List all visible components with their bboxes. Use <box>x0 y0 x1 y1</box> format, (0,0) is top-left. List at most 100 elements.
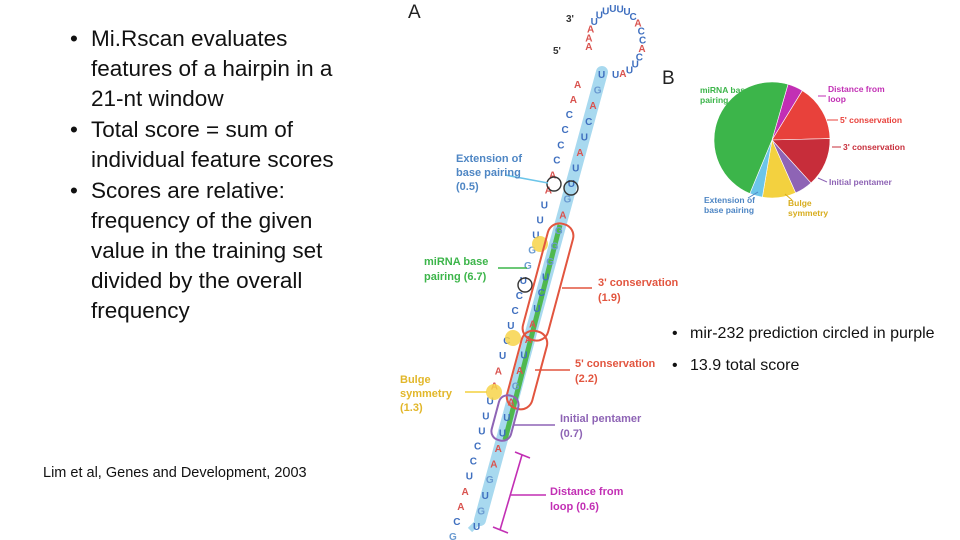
stem-right-nucleotide: A <box>576 148 583 159</box>
stem-right-nucleotide: C <box>585 117 592 128</box>
stem-right-nucleotide: U <box>473 522 480 533</box>
stem-left-nucleotide: A <box>570 95 577 106</box>
stem-left-nucleotide: C <box>474 442 481 453</box>
five-conservation-label: 5' conservation (2.2) <box>575 358 656 385</box>
loop-nucleotide: U <box>596 11 603 22</box>
stem-right-nucleotide: A <box>508 397 515 408</box>
main-bullet-list: Mi.Rscan evaluates features of a hairpin… <box>70 24 370 327</box>
svg-text:(2.2): (2.2) <box>575 373 598 385</box>
pie-slice-five-cons <box>771 90 831 141</box>
svg-text:(0.7): (0.7) <box>560 428 583 440</box>
three-conservation-outline <box>521 222 575 342</box>
stem-left-nucleotide: C <box>557 140 564 151</box>
loop-nucleotide: A <box>634 19 641 30</box>
loop-nucleotide: A <box>638 44 645 55</box>
initial-pentamer-label: Initial pentamer (0.7) <box>560 413 642 440</box>
stem-left-nucleotide: A <box>495 366 502 377</box>
bulge-highlight <box>486 384 502 400</box>
stem-pairing-green <box>502 224 563 441</box>
stem-left-strand: AACCCCAAUUUGGUCCUCUAAUUUCCUAACG <box>449 80 581 540</box>
bulge-symmetry-label: Bulge symmetry (1.3) <box>400 374 453 414</box>
svg-text:(1.9): (1.9) <box>598 292 621 304</box>
stem-right-nucleotide: U <box>572 164 579 175</box>
stem-right-nucleotide: G <box>564 195 572 206</box>
stem-left-nucleotide: A <box>545 186 552 197</box>
extension-label: Extension of base pairing (0.5) <box>456 153 522 193</box>
stem-left-nucleotide: G <box>524 261 532 272</box>
loop-nucleotide: U <box>591 17 598 28</box>
svg-text:symmetry: symmetry <box>400 388 453 400</box>
extension-circle <box>517 277 533 293</box>
stem-left-nucleotide: U <box>532 231 539 242</box>
stem-left-nucleotide: U <box>487 396 494 407</box>
stem-left-nucleotide: A <box>462 487 469 498</box>
end-3-label: 3' <box>566 14 574 25</box>
stem-left-nucleotide: U <box>478 427 485 438</box>
stem-right-nucleotide: A <box>490 460 497 471</box>
end-5-label: 5' <box>553 46 561 57</box>
extension-circle <box>546 176 562 192</box>
mirna-pairing-label: miRNA base pairing (6.7) <box>424 256 488 283</box>
svg-text:miRNA base: miRNA base <box>424 256 488 268</box>
pie-label-distance: loop <box>828 94 846 104</box>
loop-nucleotide: C <box>639 35 646 46</box>
pie-label-five-cons: 5' conservation <box>840 115 902 125</box>
bullet-item: mir-232 prediction circled in purple <box>672 323 942 344</box>
extension-connector <box>504 174 549 184</box>
stem-right-nucleotide: U <box>598 70 605 81</box>
pie-label-mirna: pairing <box>700 95 728 105</box>
stem-right-nucleotide: U <box>482 491 489 502</box>
panel-a-label: A <box>408 2 421 23</box>
pie-labels: miRNA base pairing Distance from loop 5'… <box>700 84 905 218</box>
loop-nucleotide: C <box>638 27 645 38</box>
svg-text:pairing (6.7): pairing (6.7) <box>424 271 487 283</box>
svg-text:loop (0.6): loop (0.6) <box>550 501 599 513</box>
stem-left-nucleotide: A <box>549 170 556 181</box>
distance-loop-label: Distance from loop (0.6) <box>550 486 624 513</box>
svg-text:5' conservation: 5' conservation <box>575 358 656 370</box>
citation: Lim et al, Genes and Development, 2003 <box>43 465 307 481</box>
stem-right-nucleotide: C <box>538 288 545 299</box>
pie-label-three-cons: 3' conservation <box>843 142 905 152</box>
stem-right-nucleotide: G <box>512 382 520 393</box>
loop-nucleotide: U <box>626 65 633 76</box>
distance-bracket <box>492 451 546 534</box>
pie-label-extension: Extension of <box>704 195 755 205</box>
loop-nucleotide: U <box>632 60 639 71</box>
stem-left-nucleotide: C <box>453 517 460 528</box>
stem-tip <box>467 517 483 533</box>
loop-nucleotide: C <box>630 12 637 23</box>
svg-text:base pairing: base pairing <box>456 167 521 179</box>
pie-label-extension: base pairing <box>704 205 754 215</box>
svg-text:Extension of: Extension of <box>456 153 522 165</box>
loop-nucleotide: A <box>585 42 592 53</box>
stem-left-nucleotide: U <box>482 412 489 423</box>
stem-right-nucleotide: U <box>499 429 506 440</box>
stem-right-nucleotide: G <box>551 241 559 252</box>
pentamer-outline <box>490 394 520 442</box>
hairpin-stem <box>467 66 608 533</box>
stem-left-nucleotide: U <box>499 351 506 362</box>
svg-text:Initial pentamer: Initial pentamer <box>560 413 642 425</box>
stem-right-nucleotide: A <box>589 101 596 112</box>
stem-right-nucleotide: U <box>533 304 540 315</box>
bullet-item: Scores are relative: frequency of the gi… <box>70 176 370 326</box>
score-pie-chart <box>713 81 831 199</box>
loop-nucleotide: U <box>623 7 630 18</box>
stem-left-nucleotide: A <box>574 80 581 91</box>
loop-nucleotide: U <box>617 5 624 16</box>
result-bullet-list: mir-232 prediction circled in purple 13.… <box>672 323 942 387</box>
stem-left-nucleotide: C <box>512 306 519 317</box>
stem-right-nucleotide: A <box>495 444 502 455</box>
stem-right-nucleotide: U <box>568 179 575 190</box>
stem-left-nucleotide: C <box>516 291 523 302</box>
pie-leader-lines <box>747 95 841 201</box>
loop-nucleotide: C <box>636 53 643 64</box>
loop-nucleotide: U <box>609 4 616 15</box>
stem-right-nucleotide: G <box>546 257 554 268</box>
stem-left-nucleotide: G <box>449 532 457 540</box>
loop-nucleotide: U <box>602 6 609 17</box>
stem-right-nucleotide: A <box>529 319 536 330</box>
